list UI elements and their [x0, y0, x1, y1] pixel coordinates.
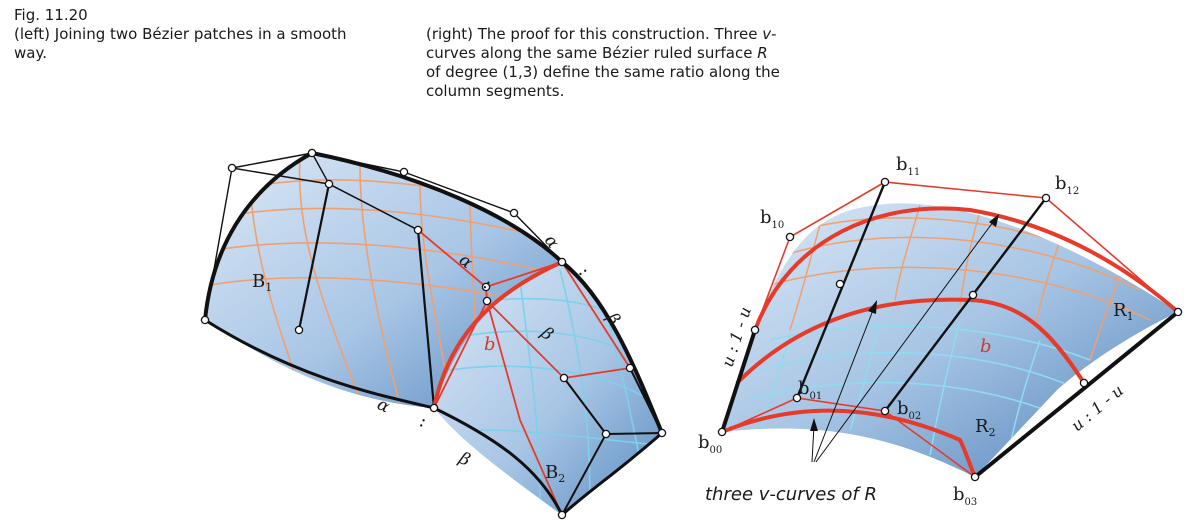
point-b01-label: b01	[798, 378, 822, 402]
right-caption-part3: of degree (1,3) define the same ratio al…	[426, 63, 780, 100]
right-figure: b00 b01 b02 b03 b10 b11 b12 R1 R2 b u : …	[698, 154, 1183, 508]
left-colon-bottom: :	[416, 410, 430, 432]
left-caption-text: (left) Joining two Bézier patches in a s…	[14, 25, 347, 62]
figure-number: Fig. 11.20	[14, 6, 88, 24]
figure-caption-right: (right) The proof for this construction.…	[426, 25, 786, 101]
shared-curve-b	[432, 260, 563, 409]
patch-b1-label: B1	[252, 271, 272, 294]
right-control-points	[717, 177, 1183, 482]
annotation-arrows	[811, 217, 997, 463]
right-column-segments	[795, 181, 1047, 412]
left-colon-top: :	[574, 263, 595, 280]
patch-b1-left-boundary	[203, 151, 313, 321]
top-v-curve	[753, 206, 1180, 331]
surface-r2-label: R2	[975, 416, 996, 439]
right-caption-part2: -curves along the same Bézier ruled surf…	[426, 25, 777, 62]
patch-right-boundary	[561, 431, 663, 517]
surface-r1-label: R1	[1113, 300, 1134, 323]
patch-b2-label: B2	[545, 462, 565, 485]
point-b03-label: b03	[953, 484, 977, 508]
bottom-v-curve	[721, 408, 977, 478]
annotation-arrowheads	[810, 214, 999, 431]
ratio-label-right: u : 1 - u	[1067, 381, 1127, 435]
left-beta-bottom: β	[455, 448, 473, 471]
point-b02-label: b02	[897, 398, 921, 422]
three-v-curves-annotation: three v-curves of R	[705, 484, 877, 505]
left-curve-b-label: b	[484, 334, 496, 355]
point-b11-label: b11	[896, 154, 920, 178]
point-b00-label: b00	[698, 432, 722, 456]
point-b12-label: b12	[1055, 173, 1079, 197]
point-b10-label: b10	[760, 207, 784, 231]
figure-caption-left: Fig. 11.20 (left) Joining two Bézier pat…	[14, 6, 374, 63]
right-caption-v: v	[762, 25, 772, 43]
right-caption-part1: (right) The proof for this construction.…	[426, 25, 763, 43]
middle-v-curve-b	[735, 297, 1086, 385]
right-boundary-segments	[720, 310, 1180, 479]
right-caption-r: R	[757, 44, 768, 62]
patch-b2-surface	[434, 262, 662, 515]
left-figure: B1 B2 b α : β α : β α : β	[200, 148, 667, 520]
right-curve-b-label: b	[980, 336, 992, 357]
left-control-points	[200, 148, 667, 520]
